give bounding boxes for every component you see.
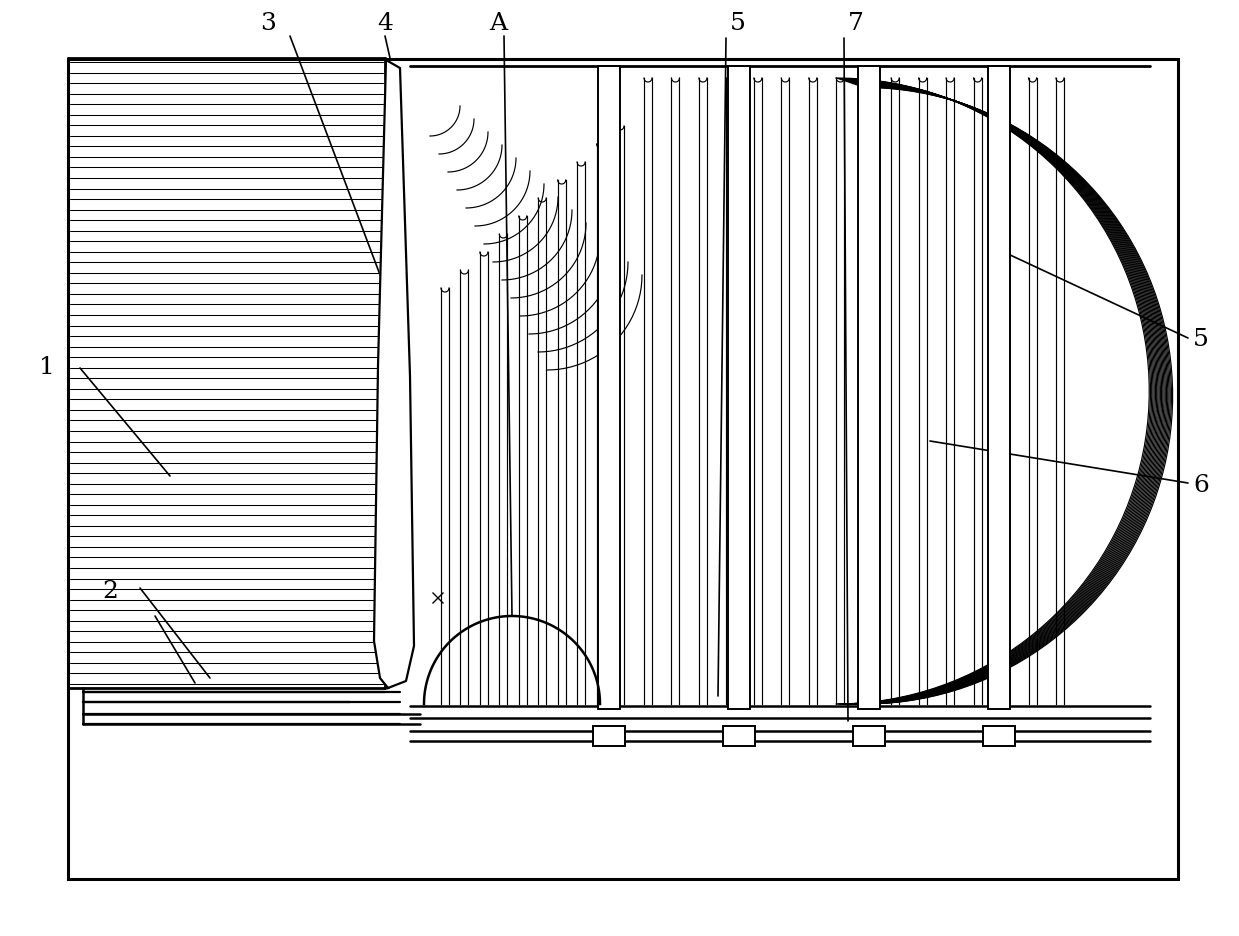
Bar [729,66,750,709]
Text: 4: 4 [377,12,393,36]
Bar [857,66,880,709]
Text: 5: 5 [1193,329,1209,352]
Bar [598,66,620,709]
Bar [724,726,755,746]
Text: 3: 3 [260,12,276,36]
Text: 5: 5 [730,12,746,36]
Text: A: A [489,12,507,36]
Text: 7: 7 [847,12,864,36]
Bar [987,66,1010,709]
Bar [593,726,624,746]
Text: 1: 1 [40,357,55,379]
Bar [852,726,885,746]
Bar [983,726,1015,746]
Text: 6: 6 [1193,475,1209,498]
Bar [68,59,1178,879]
Polygon shape [374,60,414,688]
Text: 2: 2 [102,579,118,603]
